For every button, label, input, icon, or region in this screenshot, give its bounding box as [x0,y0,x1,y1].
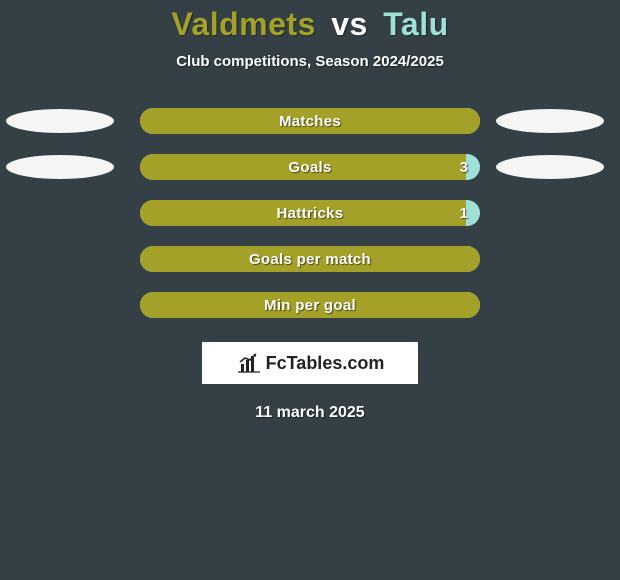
stat-row: Goals3 [0,154,620,180]
stat-bar: Matches [140,108,480,134]
chart-icon [236,352,262,374]
stat-bar: Goals per match [140,246,480,272]
stat-row: Goals per match [0,246,620,272]
logo-box: FcTables.com [202,342,418,384]
date-text: 11 march 2025 [0,404,620,422]
player2-name: Talu [383,6,448,42]
right-ellipse [496,109,604,133]
bar-label: Matches [140,108,480,134]
stat-row: Min per goal [0,292,620,318]
bar-label: Goals per match [140,246,480,272]
bar-label: Goals [140,154,480,180]
stat-row: Hattricks1 [0,200,620,226]
stat-bar: Goals3 [140,154,480,180]
vs-text: vs [331,6,368,42]
bar-label: Min per goal [140,292,480,318]
left-ellipse [6,109,114,133]
stat-rows: Matches Goals3 Hattricks1 Goals per match Mi… [0,108,620,318]
subtitle: Club competitions, Season 2024/2025 [0,53,620,70]
bar-right-value: 1 [460,200,468,226]
right-ellipse [496,155,604,179]
stat-row: Matches [0,108,620,134]
comparison-card: Valdmets vs Talu Club competitions, Seas… [0,0,620,580]
stat-bar: Hattricks1 [140,200,480,226]
player1-name: Valdmets [171,6,316,42]
bar-label: Hattricks [140,200,480,226]
page-title: Valdmets vs Talu [0,6,620,43]
bar-right-value: 3 [460,154,468,180]
left-ellipse [6,155,114,179]
stat-bar: Min per goal [140,292,480,318]
logo-text: FcTables.com [266,353,385,374]
